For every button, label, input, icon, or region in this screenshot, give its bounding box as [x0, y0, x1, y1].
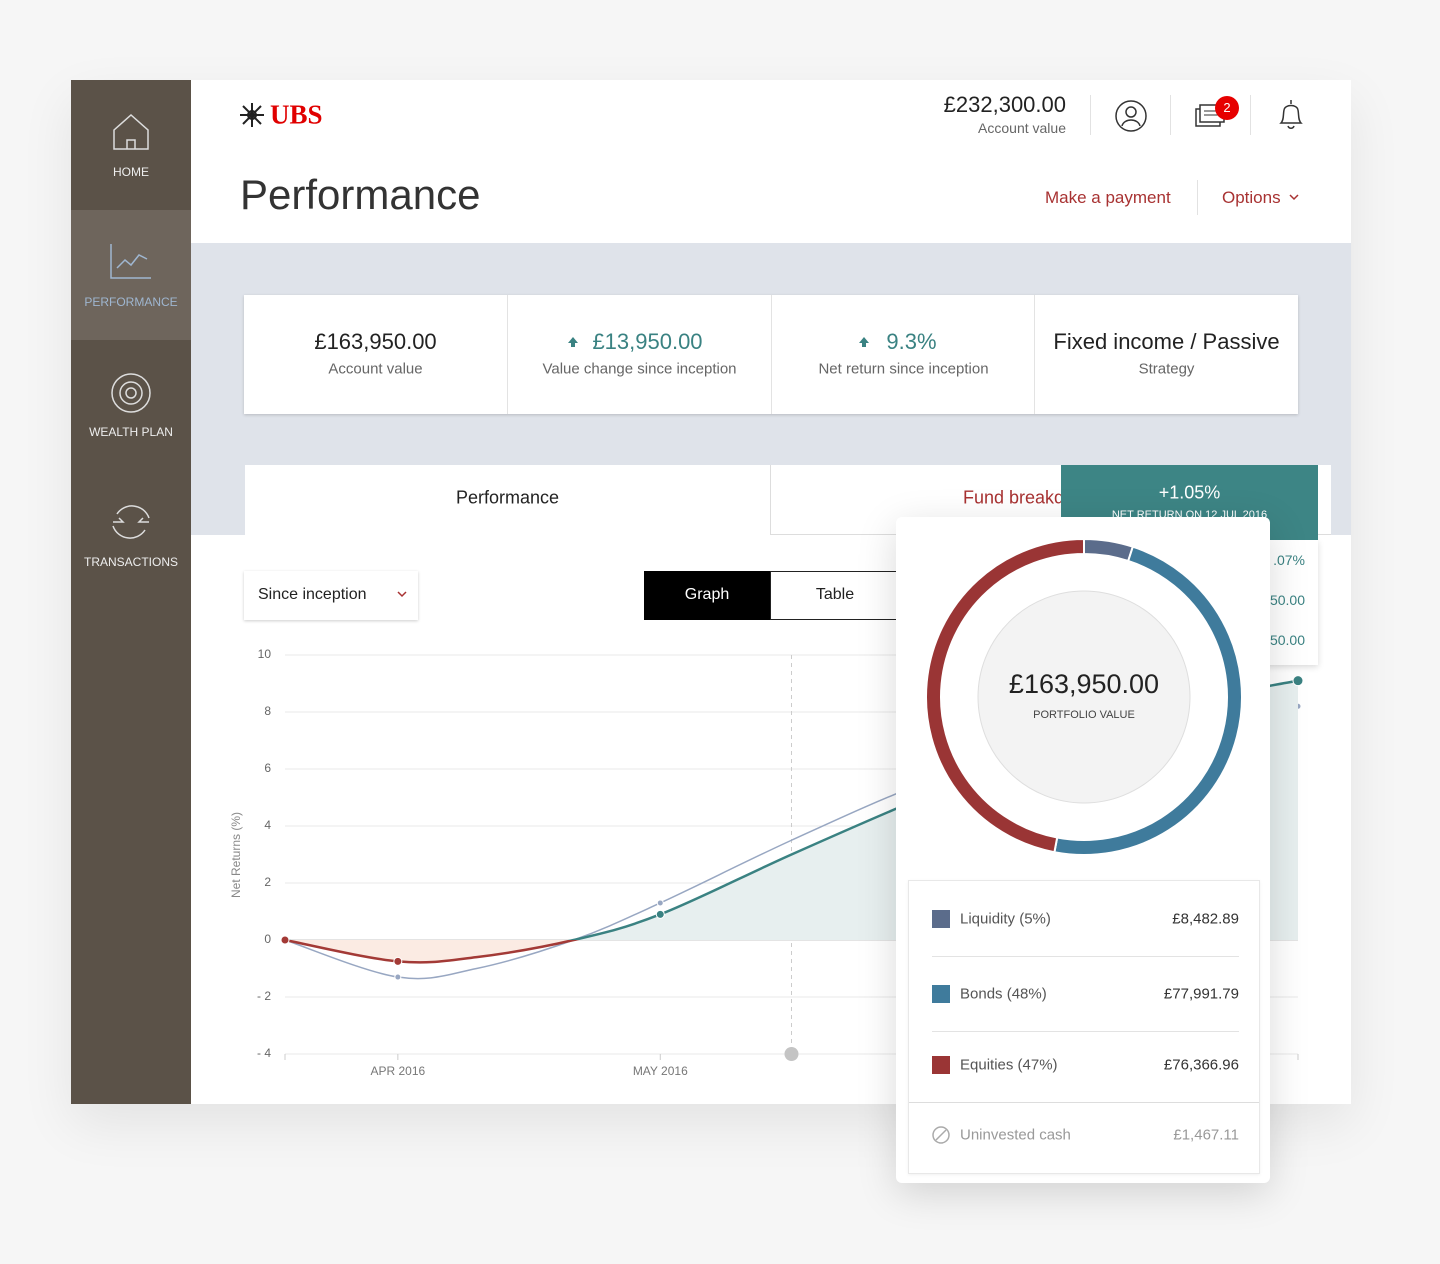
divider — [932, 1031, 1239, 1032]
uninvested-label: Uninvested cash — [960, 1126, 1071, 1144]
summary-label: Net return since inception — [818, 360, 989, 378]
notification-badge[interactable]: 2 — [1215, 96, 1239, 120]
legend: Uninvested cash £1,467.11 Liquidity (5%)… — [908, 880, 1260, 1174]
point — [1292, 675, 1304, 687]
donut-chart: £163,950.00 PORTFOLIO VALUE — [925, 537, 1243, 856]
summary-value: £13,950.00 — [592, 329, 703, 354]
uninvested-row: Uninvested cash £1,467.11 — [909, 1115, 1259, 1155]
legend-swatch — [932, 985, 950, 1003]
transactions-icon[interactable] — [109, 500, 153, 544]
divider — [1170, 95, 1171, 135]
summary-card: £163,950.00 Account value — [244, 295, 507, 414]
performance-icon[interactable] — [109, 242, 153, 282]
legend-amount: £77,991.79 — [1163, 985, 1239, 1003]
header-account-value: £232,300.00 — [943, 92, 1066, 117]
nav-item[interactable]: TRANSACTIONS — [83, 555, 178, 569]
point — [655, 909, 665, 919]
summary-label: Account value — [328, 360, 423, 378]
divider — [1197, 180, 1198, 215]
point — [656, 899, 664, 907]
up-arrow — [859, 337, 869, 347]
y-tick-label: 6 — [264, 761, 271, 775]
donut-center — [977, 590, 1191, 804]
summary-card: 9.3% Net return since inception — [771, 295, 1035, 414]
portfolio-label: PORTFOLIO VALUE — [1033, 709, 1135, 721]
wealth-plan-icon[interactable] — [109, 371, 153, 415]
cursor-handle — [784, 1047, 799, 1061]
divider — [909, 1102, 1259, 1103]
y-tick-label: 2 — [264, 875, 271, 889]
nav-item[interactable]: HOME — [113, 165, 149, 179]
legend-amount: £76,366.96 — [1163, 1056, 1239, 1074]
summary-cards: £163,950.00 Account value £13,950.00 Val… — [244, 295, 1298, 414]
point — [394, 973, 402, 981]
nav-item[interactable]: PERFORMANCE — [84, 295, 178, 309]
summary-value: £163,950.00 — [314, 329, 437, 354]
x-tick-label: APR 2016 — [370, 1064, 425, 1078]
point — [280, 935, 290, 945]
donut-slice — [925, 537, 1085, 854]
x-tick-label: MAY 2016 — [633, 1064, 688, 1078]
y-axis-title: Net Returns (%) — [229, 812, 243, 898]
summary-card: Fixed income / Passive Strategy — [1034, 295, 1298, 414]
tooltip-row: 50.00 — [1269, 592, 1305, 608]
summary-value: Fixed income / Passive — [1053, 329, 1280, 354]
y-tick-label: - 4 — [257, 1046, 271, 1060]
tooltip-value: +1.05% — [1158, 482, 1221, 503]
portfolio-value: £163,950.00 — [1009, 669, 1159, 699]
options-chevron[interactable] — [1289, 194, 1299, 202]
summary-label: Value change since inception — [542, 360, 737, 378]
graph-toggle[interactable]: Graph — [644, 571, 770, 620]
sidebar: HOME PERFORMANCE WEALTH PLAN TRANSACTION… — [71, 80, 191, 1104]
y-tick-label: 8 — [264, 704, 271, 718]
legend-row: Bonds (48%) £77,991.79 — [909, 974, 1259, 1014]
uninvested-icon — [932, 1126, 950, 1144]
header-account-label: Account value — [978, 120, 1066, 136]
tab-active[interactable]: Performance — [245, 465, 770, 540]
point — [393, 956, 403, 966]
legend-label: Bonds (48%) — [960, 985, 1047, 1003]
active-nav-bg — [71, 210, 191, 340]
legend-row: Liquidity (5%) £8,482.89 — [909, 899, 1259, 939]
legend-label: Liquidity (5%) — [960, 910, 1051, 928]
profile-icon[interactable] — [1114, 99, 1148, 133]
divider — [932, 956, 1239, 957]
summary-label: Strategy — [1138, 360, 1195, 378]
table-toggle[interactable]: Table — [770, 571, 912, 620]
legend-row: Equities (47%) £76,366.96 — [909, 1045, 1259, 1085]
legend-swatch — [932, 910, 950, 928]
logo-keys — [240, 103, 264, 127]
summary-value: 9.3% — [886, 329, 937, 354]
bell-icon[interactable] — [1276, 98, 1306, 132]
page-title: Performance — [240, 171, 481, 218]
legend-swatch — [932, 1056, 950, 1074]
y-tick-label: 4 — [264, 818, 271, 832]
period-dropdown[interactable]: Since inception — [244, 571, 418, 620]
home-icon[interactable] — [111, 112, 151, 152]
toggle-label[interactable]: Graph — [684, 586, 730, 603]
legend-amount: £8,482.89 — [1172, 910, 1239, 928]
legend-label: Equities (47%) — [960, 1056, 1058, 1074]
summary-card: £13,950.00 Value change since inception — [507, 295, 771, 414]
tooltip-row: 50.00 — [1269, 632, 1305, 648]
up-arrow — [568, 337, 578, 347]
donut-slice — [1083, 537, 1135, 563]
logo[interactable]: UBS — [270, 99, 323, 130]
breakdown-card: £163,950.00 PORTFOLIO VALUE Uninvested c… — [896, 517, 1270, 1183]
tooltip-row: .07% — [1273, 552, 1305, 568]
period-label[interactable]: Since inception — [258, 586, 367, 603]
tab-label[interactable]: Performance — [455, 487, 560, 508]
options-link[interactable]: Options — [1222, 188, 1281, 207]
y-tick-label: 10 — [258, 647, 272, 661]
make-payment-link[interactable]: Make a payment — [1045, 188, 1171, 207]
toggle-label[interactable]: Table — [815, 586, 855, 603]
nav-item[interactable]: WEALTH PLAN — [89, 425, 173, 439]
divider — [1250, 95, 1251, 135]
uninvested-amount: £1,467.11 — [1173, 1126, 1239, 1144]
divider — [1090, 95, 1091, 135]
dropdown-chevron[interactable] — [397, 591, 407, 599]
y-tick-label: 0 — [264, 932, 271, 946]
y-tick-label: - 2 — [257, 989, 271, 1003]
